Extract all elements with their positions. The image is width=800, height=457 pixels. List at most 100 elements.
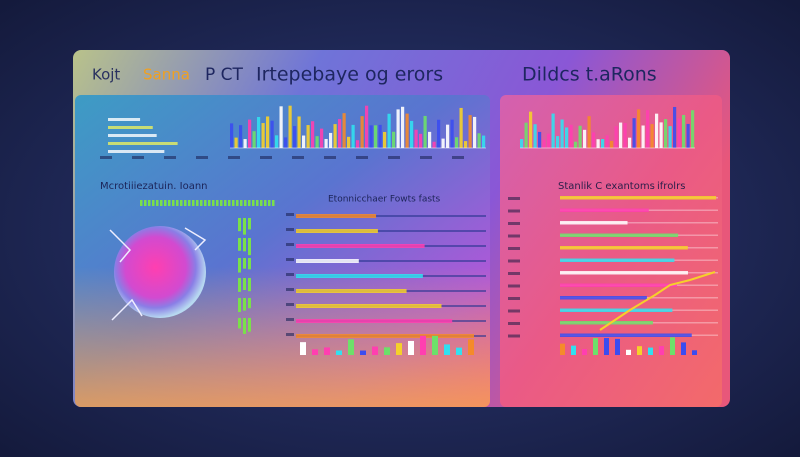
decor-trend (599, 271, 716, 331)
decor-hbar (296, 274, 423, 278)
decor-bar (650, 124, 654, 148)
decor-bar (396, 109, 400, 148)
decor-dash (148, 200, 151, 206)
decor-bar (378, 124, 382, 148)
decor-hbar (296, 259, 359, 263)
decor-bar (279, 106, 283, 148)
decor-dash (188, 200, 191, 206)
decor-bar (324, 138, 328, 148)
decor-bar (473, 116, 477, 148)
decor-bar (410, 120, 414, 148)
decor-tick (260, 156, 272, 159)
decor-bar (408, 340, 414, 355)
decor-bar (456, 347, 462, 355)
decor-label (108, 118, 141, 121)
decor-bar (243, 238, 246, 252)
decor-bar (444, 344, 450, 355)
decor-bar (414, 129, 418, 148)
decor-hbar (296, 304, 442, 308)
decor-bar (383, 131, 387, 148)
decor-dash (144, 200, 147, 206)
decor-label (508, 234, 520, 238)
decor-bar (324, 347, 330, 355)
decor-bar (374, 125, 378, 148)
decor-bar (668, 126, 672, 148)
decor-hbar (296, 229, 378, 233)
decor-bar (592, 132, 596, 148)
decor-dash (180, 200, 183, 206)
decor-bar (542, 139, 546, 148)
decor-bar (673, 106, 677, 148)
decor-bar (239, 125, 243, 148)
decor-tick (228, 156, 240, 159)
decor-dash (168, 200, 171, 206)
decor-bar (384, 347, 390, 355)
decor-bar (238, 298, 241, 313)
decor-bar (686, 123, 690, 148)
decor-bar (243, 278, 246, 291)
orb-chart (114, 226, 206, 318)
decor-bar (248, 258, 251, 270)
decor-bar (387, 113, 391, 148)
decor-bar (238, 318, 241, 329)
decor-bar (248, 318, 251, 332)
decor-dash (200, 200, 203, 206)
decor-bar (428, 131, 432, 148)
decor-hbar (560, 233, 679, 237)
decor-bar (596, 139, 600, 148)
decor-label (508, 272, 520, 275)
decor-lines (109, 227, 207, 321)
decor-bar (682, 114, 686, 148)
tag: P CT (205, 65, 244, 85)
decor-bar (238, 278, 241, 292)
decor-label (508, 309, 520, 313)
decor-dash (192, 200, 195, 206)
decor-bar (266, 116, 270, 148)
decor-bar (477, 133, 481, 148)
decor-bar (243, 218, 246, 235)
decor-bar (538, 131, 542, 148)
decor-bar (248, 238, 251, 256)
decor-tick (420, 156, 432, 159)
decor-dash (240, 200, 243, 206)
decor-bar (681, 342, 686, 355)
decor-label (508, 334, 520, 338)
decor-tick (100, 156, 112, 159)
decor-dash (212, 200, 215, 206)
decor-bar (270, 120, 274, 148)
right-card (500, 95, 722, 407)
decor-bar (459, 107, 463, 148)
decor-label (108, 142, 178, 145)
decor-label (286, 303, 294, 306)
decor-bar (587, 116, 591, 148)
decor-bar (365, 105, 369, 148)
decor-label (286, 213, 294, 216)
decor-bar (248, 278, 251, 292)
decor-bar (401, 106, 405, 148)
decor-tick (292, 156, 304, 159)
decor-hbar (560, 258, 675, 262)
decor-bar (311, 121, 315, 148)
decor-bar (604, 338, 609, 355)
decor-bar (593, 338, 598, 355)
decor-hbar (296, 230, 486, 232)
decor-bar (348, 339, 354, 355)
left-card-glow (75, 95, 490, 407)
decor-bar (248, 218, 251, 230)
decor-bar (632, 118, 636, 148)
decor-dash (196, 200, 199, 206)
decor-dash (232, 200, 235, 206)
decor-bar (664, 119, 668, 148)
decor-bar (312, 349, 318, 355)
decor-bar (338, 119, 342, 148)
decor-hbar (560, 296, 647, 300)
decor-bar (529, 111, 533, 148)
decor-bar (347, 136, 351, 148)
decor-bar (432, 141, 436, 148)
decor-bar (243, 298, 246, 311)
decor-label (508, 297, 520, 300)
decor-bar (468, 115, 472, 148)
decor-bar (547, 133, 551, 148)
decor-bar (605, 135, 609, 148)
